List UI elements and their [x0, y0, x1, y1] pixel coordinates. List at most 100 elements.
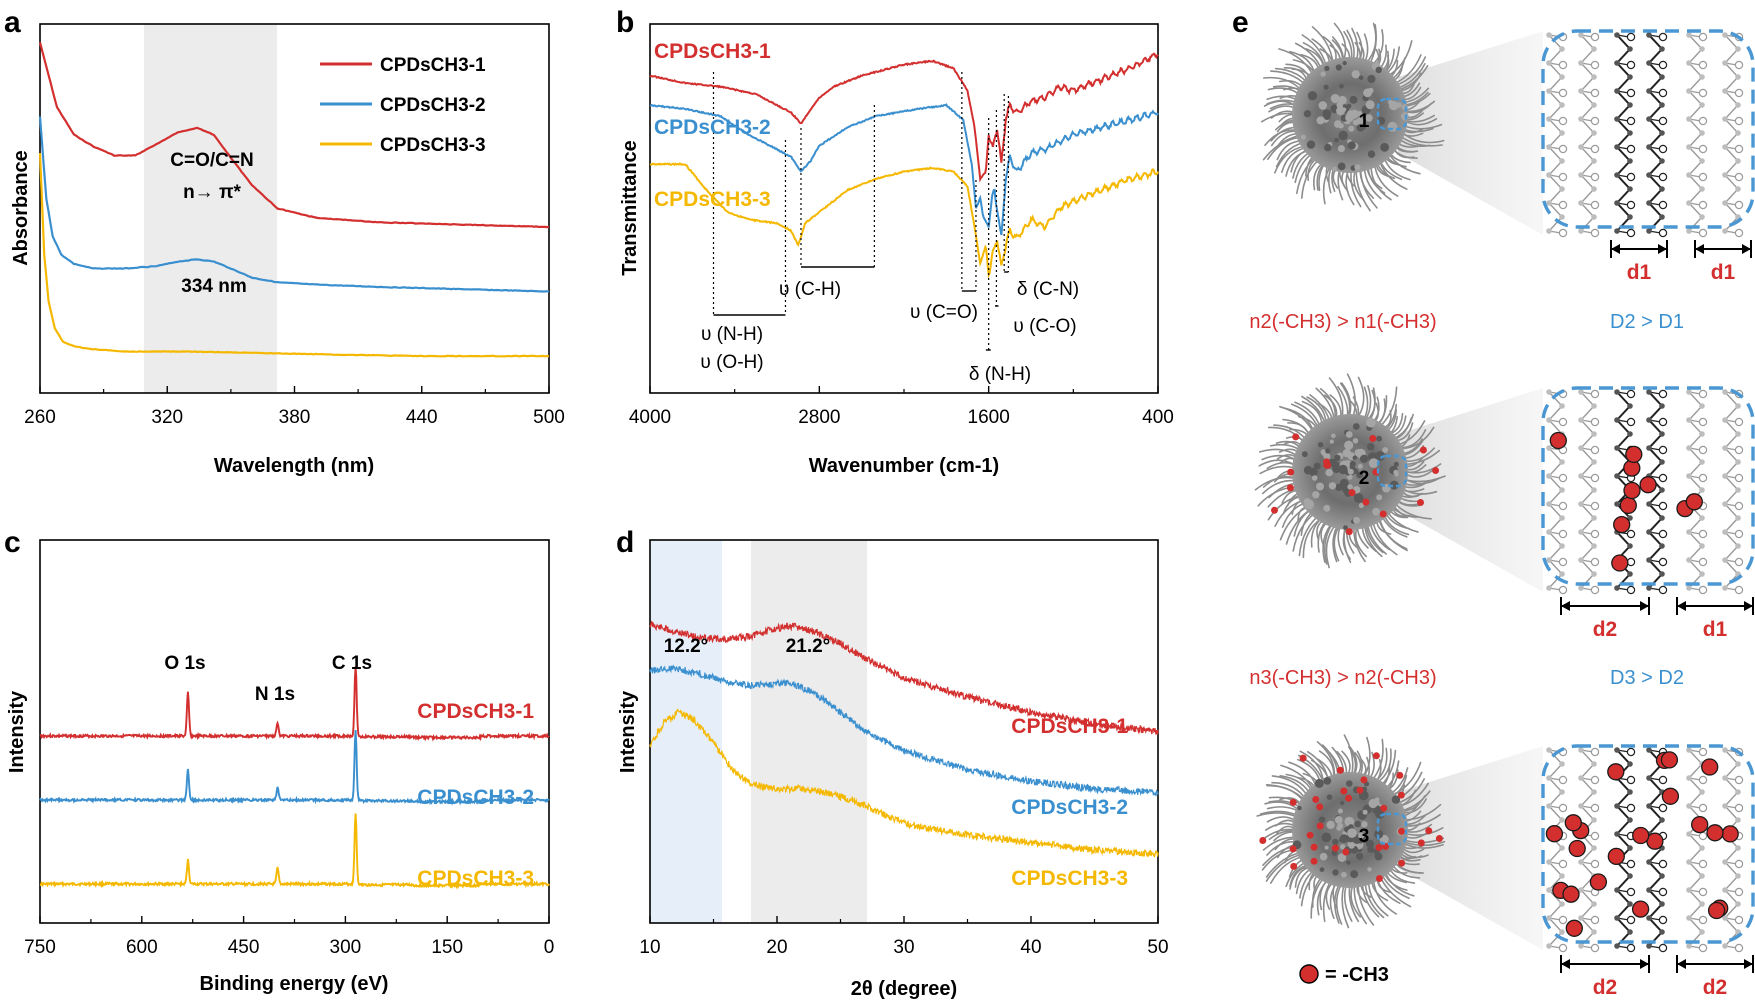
carbon-atom [1546, 585, 1552, 591]
methyl-dot [1310, 857, 1318, 865]
panel-c-series [39, 666, 550, 890]
zoom-cone [1398, 746, 1543, 950]
core-texture [1323, 777, 1332, 785]
core-texture [1362, 809, 1368, 815]
carbon-atom [1699, 102, 1705, 108]
series-line-2 [38, 116, 550, 293]
hydrogen-atom [1698, 775, 1708, 785]
carbon-atom [1546, 200, 1552, 206]
core-texture [1374, 829, 1384, 839]
core-texture [1318, 816, 1326, 823]
panel-c-o1s-label: O 1s [164, 653, 205, 674]
carbon-atom [1659, 214, 1665, 220]
core-texture [1348, 125, 1355, 132]
legend-label-2: CPDsCH3-2 [380, 95, 486, 116]
core-texture [1396, 102, 1402, 108]
carbon-atom [1559, 515, 1565, 521]
carbon-atom [1686, 473, 1692, 479]
x-tick-label: 1600 [968, 407, 1010, 428]
carbon-atom [1686, 60, 1692, 66]
core-texture [1357, 111, 1363, 116]
carbon-atom [1699, 214, 1705, 220]
carbon-atom [1591, 761, 1597, 767]
methyl-dot [1299, 754, 1307, 762]
hydrogen-atom [1734, 172, 1744, 182]
carbon-atom [1614, 116, 1620, 122]
carbon-atom [1735, 186, 1741, 192]
carbon-atom [1591, 487, 1597, 493]
carbon-atom [1559, 845, 1565, 851]
x-tick-label: 50 [1147, 937, 1168, 958]
carbon-atom [1614, 473, 1620, 479]
panel-b-band-guides [712, 72, 1010, 351]
hydrogen-atom [1658, 585, 1668, 595]
carbon-atom [1646, 32, 1652, 38]
core-texture [1380, 142, 1389, 152]
carbon-atom [1546, 116, 1552, 122]
carbon-atom [1578, 747, 1584, 753]
carbon-atom [1722, 747, 1728, 753]
core-texture [1336, 825, 1342, 831]
core-texture [1297, 805, 1302, 811]
methyl-group [1568, 839, 1586, 858]
methyl-legend-icon [1299, 964, 1319, 984]
core-texture [1358, 832, 1365, 839]
methyl-group [1721, 825, 1739, 843]
carbon-atom [1646, 172, 1652, 178]
core-texture [1331, 433, 1336, 439]
carbon-atom [1699, 74, 1705, 80]
carbon-atom [1735, 431, 1741, 437]
core-texture [1334, 454, 1341, 462]
ligand-strand [1356, 376, 1365, 419]
x-tick-label: 10 [639, 937, 660, 958]
carbon-atom [1559, 158, 1565, 164]
carbon-atom [1686, 389, 1692, 395]
carbon-atom [1659, 186, 1665, 192]
hydrogen-atom [1698, 831, 1708, 841]
methyl-dot [1331, 844, 1339, 852]
carbon-atom [1735, 845, 1741, 851]
core-texture [1323, 452, 1331, 460]
series-line-1 [649, 620, 1159, 735]
panel-c-series-label-3: CPDsCH3-3 [417, 867, 534, 890]
hydrogen-atom [1626, 60, 1636, 70]
carbon-atom [1614, 200, 1620, 206]
panel-b-annot-nh: υ (N-H) [701, 324, 763, 345]
carbon-atom [1646, 228, 1652, 234]
panel-d-ylabel: Intensity [617, 690, 639, 773]
carbon-atom [1699, 929, 1705, 935]
carbon-atom [1722, 389, 1728, 395]
carbon-atom [1546, 501, 1552, 507]
carbon-atom [1614, 228, 1620, 234]
core-texture [1342, 61, 1347, 66]
methyl-dot [1290, 862, 1298, 870]
core-texture [1352, 455, 1357, 460]
hydrogen-atom [1658, 859, 1668, 869]
carbon-atom [1627, 761, 1633, 767]
panel-a-label: a [4, 6, 21, 39]
hydrogen-atom [1626, 803, 1636, 813]
core-texture [1337, 145, 1345, 153]
methyl-dot [1292, 433, 1300, 441]
cpd-particle [1261, 22, 1445, 212]
core-texture [1359, 454, 1369, 463]
carbon-atom [1627, 46, 1633, 52]
core-texture [1347, 468, 1354, 475]
methyl-dot [1336, 766, 1344, 774]
spacing-label: d1 [1627, 261, 1652, 284]
carbon-atom [1578, 501, 1584, 507]
series-line-1 [38, 42, 550, 229]
core-texture [1346, 860, 1351, 865]
hydrogen-atom [1558, 228, 1568, 238]
series-line-3 [38, 152, 550, 358]
panel-b-series-label-1: CPDsCH3-1 [654, 40, 771, 63]
hydrogen-atom [1590, 859, 1600, 869]
hydrogen-atom [1626, 32, 1636, 42]
core-texture [1304, 499, 1314, 510]
panel-b-annot-co: υ (C=O) [910, 302, 978, 323]
panel-e-relation-d1: D2 > D1 [1610, 311, 1684, 333]
core-texture [1366, 417, 1376, 428]
x-tick-label: 750 [24, 937, 56, 958]
carbon-atom [1659, 515, 1665, 521]
panel-c-x-axis: 750 600 450 300 150 0 [24, 916, 554, 958]
